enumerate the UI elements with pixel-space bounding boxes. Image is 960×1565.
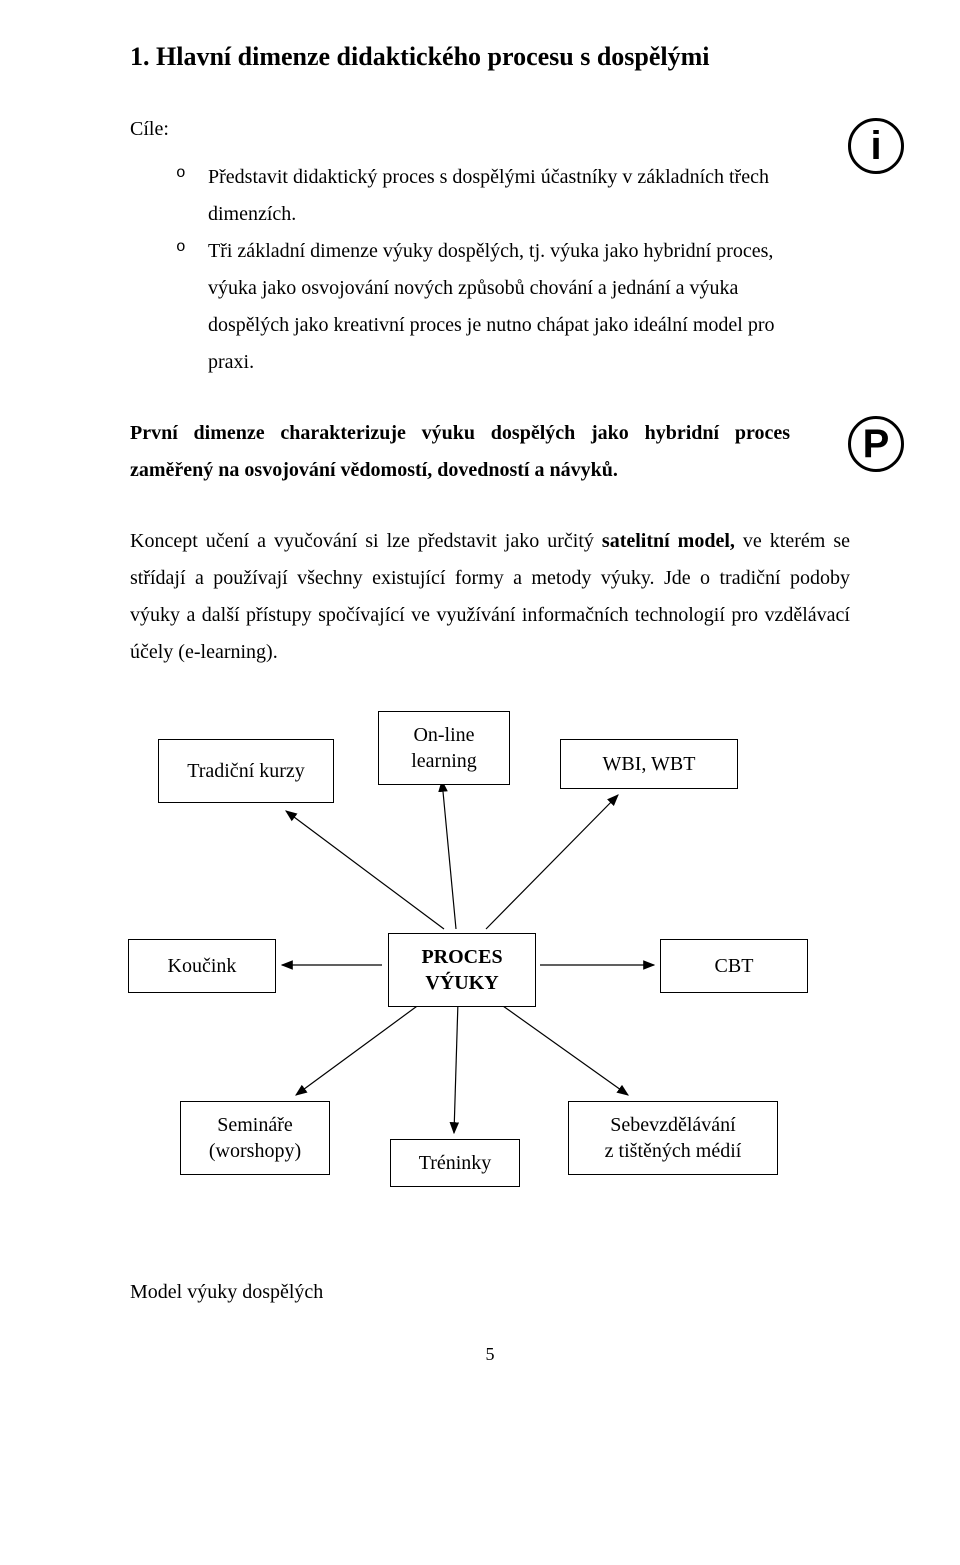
- diagram-node-wbi: WBI, WBT: [560, 739, 738, 789]
- diagram-node-proces: PROCESVÝUKY: [388, 933, 536, 1007]
- page-number: 5: [130, 1344, 850, 1365]
- diagram-node-treninky: Tréninky: [390, 1139, 520, 1187]
- emphasis-paragraph: První dimenze charakterizuje výuku dospě…: [130, 415, 790, 489]
- goals-list: Představit didaktický proces s dospělými…: [130, 159, 850, 381]
- info-icon: i: [848, 118, 904, 174]
- p-icon: P: [848, 416, 904, 472]
- diagram-node-sebevzd: Sebevzděláváníz tištěných médií: [568, 1101, 778, 1175]
- diagram-caption: Model výuky dospělých: [130, 1281, 850, 1304]
- body-text: Koncept učení a vyučování si lze předsta…: [130, 530, 602, 552]
- diagram-node-online: On-linelearning: [378, 711, 510, 785]
- diagram-node-koucink: Koučink: [128, 939, 276, 993]
- diagram-node-seminare: Semináře(worshopy): [180, 1101, 330, 1175]
- body-text-bold: satelitní model,: [602, 530, 735, 552]
- body-paragraph: Koncept učení a vyučování si lze předsta…: [130, 523, 850, 671]
- goals-label: Cíle:: [130, 118, 850, 141]
- goal-item: Tři základní dimenze výuky dospělých, tj…: [186, 233, 850, 381]
- diagram-node-tradicni: Tradiční kurzy: [158, 739, 334, 803]
- diagram-node-cbt: CBT: [660, 939, 808, 993]
- satellite-model-diagram: Tradiční kurzy On-linelearning WBI, WBT Kou…: [120, 711, 840, 1251]
- goal-item: Představit didaktický proces s dospělými…: [186, 159, 850, 233]
- margin-icons: i P: [848, 118, 904, 472]
- page-heading: 1. Hlavní dimenze didaktického procesu s…: [130, 40, 850, 74]
